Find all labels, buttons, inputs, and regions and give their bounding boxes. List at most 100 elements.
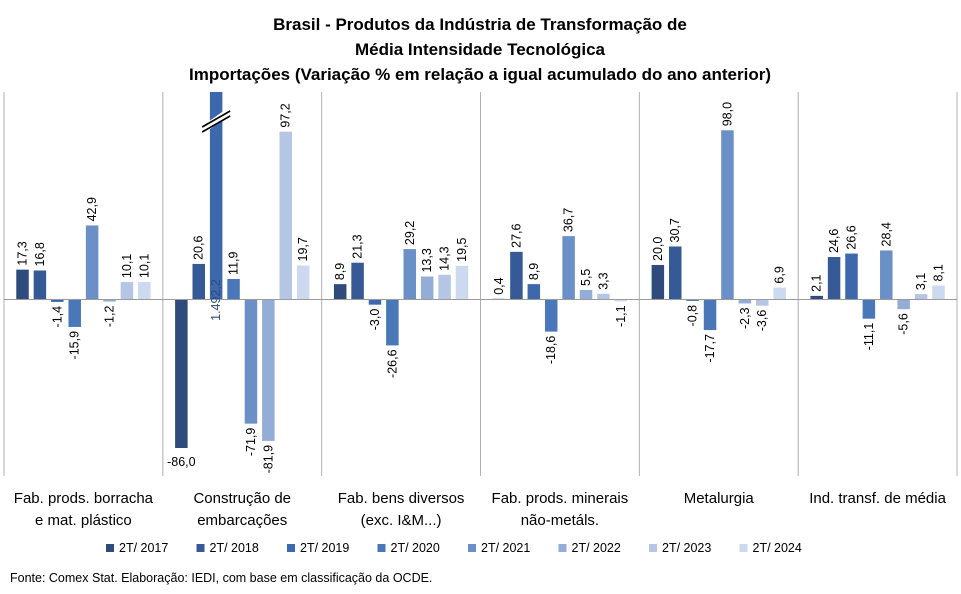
value-label-1-3: 11,9	[227, 252, 241, 275]
value-label-0-3: -15,9	[68, 331, 82, 360]
legend-label-4: 2T/ 2021	[481, 541, 530, 555]
category-labels: Fab. prods. borracha e mat. plástico Const…	[14, 490, 947, 529]
value-label-3-7: -1,1	[614, 305, 628, 327]
value-label-5-2: 26,6	[844, 225, 858, 249]
category-label-2-1: (exc. I&M...)	[361, 512, 442, 529]
bar-1-3	[227, 278, 240, 300]
legend-swatch-0	[106, 544, 114, 552]
bar-3-1	[510, 251, 523, 300]
category-label-0-0: Fab. prods. borracha	[14, 490, 154, 507]
value-label-0-1: 16,8	[33, 242, 47, 266]
bar-0-7	[138, 282, 151, 300]
bar-4-1	[669, 246, 682, 300]
value-label-2-6: 14,3	[438, 246, 452, 270]
category-label-3-1: não-metáls.	[521, 512, 599, 529]
legend-label-5: 2T/ 2022	[572, 541, 621, 555]
category-label-0-1: e mat. plástico	[35, 512, 132, 529]
legend-label-3: 2T/ 2020	[391, 541, 440, 555]
bar-5-3	[862, 299, 876, 319]
legend-label-1: 2T/ 2018	[210, 541, 259, 555]
value-label-1-2: 1.492,2	[209, 279, 223, 321]
bar-3-3	[544, 299, 558, 332]
legend-swatch-5	[558, 544, 567, 552]
bar-2-1	[351, 262, 364, 300]
chart-title: Brasil - Produtos da Indústria de Transf…	[189, 15, 771, 84]
bar-0-0	[16, 269, 29, 300]
value-label-0-0: 17,3	[16, 241, 30, 265]
source-note: Fonte: Comex Stat. Elaboração: IEDI, com…	[10, 571, 433, 585]
category-label-4-0: Metalurgia	[684, 490, 755, 507]
value-label-3-4: 36,7	[562, 208, 576, 232]
value-label-4-1: 30,7	[668, 218, 682, 242]
value-label-2-1: 21,3	[351, 234, 365, 258]
value-label-3-3: -18,6	[544, 336, 558, 365]
bar-2-6	[438, 274, 451, 300]
category-label-1-0: Construção de	[193, 490, 291, 507]
bar-4-5	[738, 299, 752, 304]
value-label-1-0: -86,0	[167, 455, 196, 469]
bar-4-7	[773, 287, 786, 300]
bar-0-5	[103, 299, 116, 302]
bar-0-1	[33, 270, 47, 300]
title-line-3: Importações (Variação % em relação a igu…	[189, 65, 771, 84]
bar-2-5	[420, 276, 434, 300]
bar-1-2	[209, 92, 223, 300]
category-label-5-0: Ind. transf. de média	[809, 490, 946, 507]
bar-0-4	[85, 225, 99, 300]
bar-4-2	[686, 299, 699, 301]
value-label-1-7: 19,7	[296, 237, 310, 261]
value-label-4-2: -0,8	[686, 305, 700, 327]
value-label-1-5: -81,9	[261, 445, 275, 474]
value-label-2-4: 29,2	[403, 221, 417, 245]
value-label-4-6: -3,6	[755, 310, 769, 332]
value-label-0-6: 10,1	[120, 254, 134, 278]
bar-4-6	[756, 299, 769, 306]
value-label-5-6: 3,1	[914, 273, 928, 290]
bar-5-1	[827, 257, 841, 300]
bar-3-6	[597, 293, 610, 300]
bar-2-2	[368, 299, 382, 305]
title-line-1: Brasil - Produtos da Indústria de Transf…	[273, 15, 687, 34]
bar-5-2	[845, 253, 858, 300]
bar-2-3	[386, 299, 399, 346]
bar-5-5	[897, 299, 910, 310]
legend-swatch-2	[287, 544, 295, 552]
value-label-5-0: 2,1	[810, 274, 824, 291]
value-label-1-4: -71,9	[244, 428, 258, 457]
value-label-2-3: -26,6	[385, 349, 399, 378]
bar-4-3	[703, 299, 717, 331]
value-label-2-7: 19,5	[455, 237, 469, 261]
bars	[16, 92, 945, 448]
value-label-0-4: 42,9	[85, 197, 99, 221]
bar-5-4	[880, 250, 893, 300]
value-label-2-5: 13,3	[420, 248, 434, 272]
value-label-3-5: 5,5	[579, 269, 593, 286]
axis-break-line-1	[201, 110, 231, 128]
bar-4-4	[721, 130, 734, 300]
value-label-2-2: -3,0	[368, 309, 382, 331]
bar-3-5	[579, 290, 593, 300]
bar-1-1	[192, 263, 205, 300]
axis-break-line-2	[201, 115, 231, 133]
value-label-1-6: 97,2	[279, 103, 293, 127]
value-label-1-1: 20,6	[192, 236, 206, 260]
legend-label-6: 2T/ 2023	[662, 541, 711, 555]
bar-0-3	[68, 299, 81, 327]
value-label-3-6: 3,3	[596, 272, 610, 289]
value-label-5-5: -5,6	[897, 313, 911, 335]
category-separators	[3, 92, 958, 476]
value-label-4-0: 20,0	[651, 237, 665, 261]
bar-3-2	[527, 284, 541, 300]
legend-swatch-1	[196, 544, 205, 552]
bar-2-0	[333, 284, 347, 300]
value-label-5-4: 28,4	[879, 222, 893, 246]
legend-label-7: 2T/ 2024	[753, 541, 802, 555]
value-label-4-7: 6,9	[773, 266, 787, 283]
legend-label-0: 2T/ 2017	[119, 541, 168, 555]
bar-4-0	[651, 264, 665, 300]
bar-3-7	[614, 299, 628, 302]
bar-2-7	[455, 265, 469, 300]
title-line-2: Média Intensidade Tecnológica	[355, 40, 606, 59]
bar-1-6	[279, 131, 292, 300]
bar-1-7	[296, 265, 310, 300]
